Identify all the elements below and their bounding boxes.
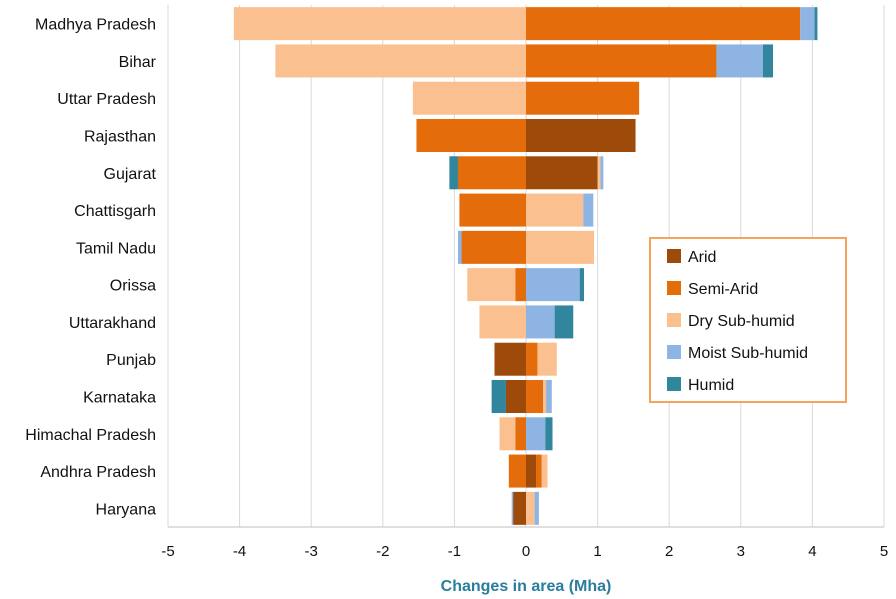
- x-tick-label: -2: [376, 543, 389, 560]
- bar-segment: [233, 7, 526, 41]
- bar-segment: [526, 380, 544, 413]
- x-tick-label: 3: [737, 543, 745, 560]
- bar-segment: [467, 268, 516, 302]
- bar-segment: [716, 44, 763, 78]
- x-tick-label: 2: [665, 543, 673, 560]
- bar-segment: [505, 380, 526, 413]
- legend-swatch: [667, 249, 681, 263]
- category-label: Punjab: [106, 352, 156, 369]
- legend-label: Semi-Arid: [688, 281, 758, 298]
- category-label: Orissa: [110, 278, 156, 295]
- bar-segment: [457, 230, 462, 264]
- legend-label: Arid: [688, 249, 716, 266]
- x-tick-labels: -5 -4 -3 -2 -1 0 1 2 3 4 5: [161, 543, 888, 560]
- bar-segment: [597, 156, 601, 190]
- bar-segment: [526, 44, 717, 78]
- x-tick-label: 1: [593, 543, 601, 560]
- legend-label: Humid: [688, 377, 734, 394]
- x-tick-label: 5: [880, 543, 888, 560]
- x-tick-label: 4: [808, 543, 816, 560]
- legend-swatch: [667, 377, 681, 391]
- category-label: Madhya Pradesh: [35, 17, 156, 34]
- category-label: Rajasthan: [84, 129, 156, 146]
- bar-segment: [600, 156, 604, 190]
- bar-segment: [275, 44, 526, 78]
- bar-segment: [814, 7, 818, 41]
- bar-segment: [526, 268, 580, 302]
- bar-segment: [526, 193, 584, 227]
- bar-segment: [526, 305, 555, 339]
- bar-segment: [526, 7, 801, 41]
- category-label: Uttar Pradesh: [57, 91, 156, 108]
- bar-segment: [491, 380, 506, 413]
- bar-segment: [534, 491, 539, 525]
- bar-segment: [762, 44, 774, 78]
- legend-label: Moist Sub-humid: [688, 345, 808, 362]
- bar-segment: [479, 305, 526, 339]
- category-label: Andhra Pradesh: [40, 464, 156, 481]
- category-label: Haryana: [96, 501, 157, 518]
- bar-segment: [449, 156, 458, 190]
- x-tick-label: -4: [233, 543, 246, 560]
- category-label: Chattisgarh: [74, 203, 156, 220]
- bar-segment: [526, 81, 640, 115]
- bar-segment: [457, 156, 526, 190]
- bar-segment: [412, 81, 526, 115]
- category-label: Karnataka: [83, 390, 156, 407]
- bar-segment: [515, 268, 526, 302]
- legend-frame: [649, 237, 847, 403]
- legend-swatch: [667, 345, 681, 359]
- bar-segment: [583, 193, 594, 227]
- bar-segment: [494, 342, 526, 376]
- bars: [233, 7, 818, 525]
- bar-segment: [554, 305, 574, 339]
- bar-segment: [526, 156, 598, 190]
- bar-segment: [526, 342, 538, 376]
- bar-segment: [579, 268, 584, 302]
- category-labels: Madhya Pradesh Bihar Uttar Pradesh Rajastha…: [25, 17, 156, 519]
- x-tick-label: 0: [522, 543, 530, 560]
- bar-segment: [459, 193, 526, 227]
- category-label: Himachal Pradesh: [25, 427, 156, 444]
- bar-segment: [800, 7, 815, 41]
- bar-segment: [526, 491, 535, 525]
- bar-segment: [536, 454, 542, 488]
- bar-segment: [508, 454, 526, 488]
- bar-segment: [416, 119, 526, 152]
- legend-swatch: [667, 281, 681, 295]
- category-label: Uttarakhand: [69, 315, 156, 332]
- bar-segment: [526, 454, 537, 488]
- legend: Arid Semi-Arid Dry Sub-humid Moist Sub-humi…: [649, 237, 847, 403]
- bar-segment: [499, 417, 516, 451]
- bar-segment: [545, 417, 553, 451]
- x-tick-label: -5: [161, 543, 174, 560]
- x-axis-title: Changes in area (Mha): [441, 578, 612, 595]
- legend-label: Dry Sub-humid: [688, 313, 795, 330]
- bar-segment: [526, 417, 546, 451]
- bar-segment: [461, 230, 526, 264]
- bar-segment: [513, 491, 526, 525]
- category-label: Gujarat: [104, 166, 157, 183]
- legend-swatch: [667, 313, 681, 327]
- x-tick-label: -3: [305, 543, 318, 560]
- x-tick-label: -1: [448, 543, 461, 560]
- bar-segment: [511, 491, 514, 525]
- bar-segment: [546, 380, 552, 413]
- bar-segment: [543, 380, 547, 413]
- bar-segment: [515, 417, 526, 451]
- category-label: Bihar: [119, 54, 157, 71]
- bar-segment: [526, 119, 636, 152]
- category-label: Tamil Nadu: [76, 240, 156, 257]
- bar-segment: [537, 342, 557, 376]
- bar-segment: [526, 230, 595, 264]
- bar-segment: [541, 454, 548, 488]
